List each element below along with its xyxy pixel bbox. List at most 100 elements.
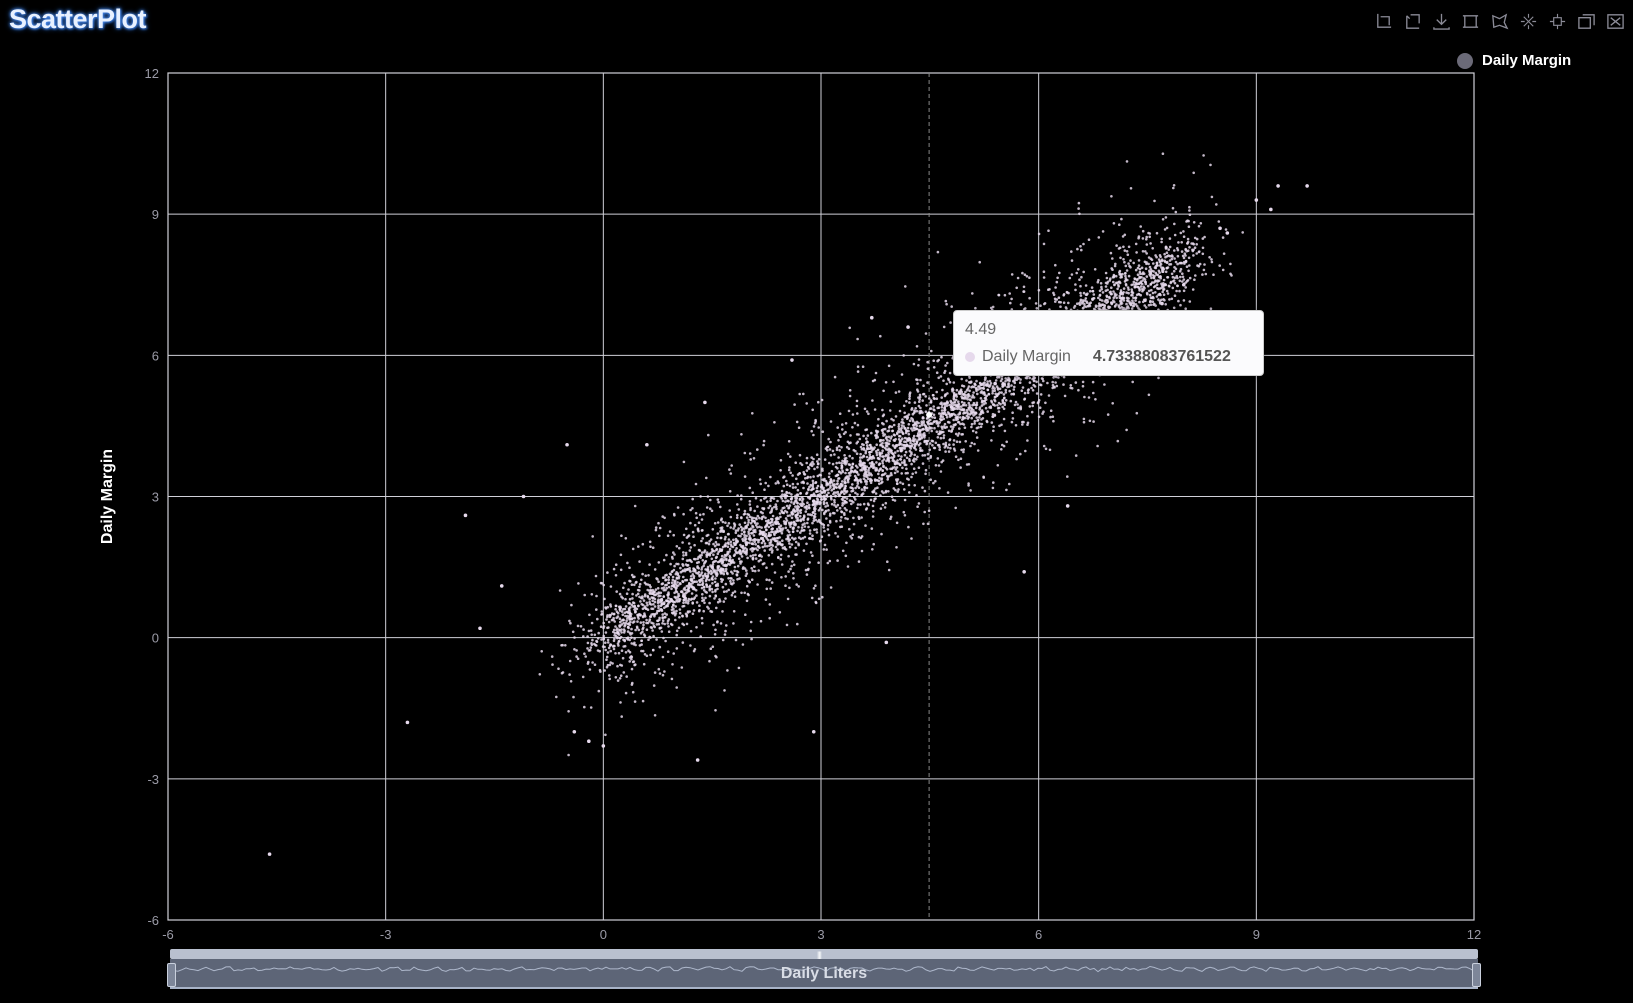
data-point [1077, 207, 1080, 210]
lasso-select-icon[interactable] [1490, 12, 1509, 31]
download-icon[interactable] [1432, 12, 1451, 31]
data-point [1077, 201, 1081, 205]
data-point [997, 406, 1001, 410]
data-point [954, 393, 957, 397]
data-point [837, 477, 841, 480]
data-point [754, 538, 757, 541]
data-point [911, 459, 915, 462]
data-point [617, 651, 621, 655]
data-point [926, 421, 930, 425]
data-point [737, 666, 741, 670]
data-point [747, 513, 751, 517]
data-point [978, 260, 981, 264]
data-point [716, 536, 719, 540]
data-point [1151, 291, 1155, 295]
data-point [915, 458, 918, 461]
data-point [834, 491, 838, 494]
data-point [1131, 304, 1135, 308]
data-point [971, 394, 975, 397]
data-point [1083, 305, 1086, 308]
data-point [993, 387, 996, 390]
rect-select-icon[interactable] [1461, 12, 1480, 31]
data-point [1154, 291, 1157, 294]
data-point [758, 546, 761, 549]
data-point [940, 460, 943, 464]
zoom-icon[interactable] [1374, 12, 1393, 31]
data-point [833, 501, 836, 504]
data-point [612, 644, 615, 648]
data-point [1033, 385, 1037, 388]
data-point [1173, 222, 1176, 226]
zoom-reset-icon[interactable] [1403, 12, 1422, 31]
data-point [768, 603, 772, 606]
data-point [555, 695, 558, 699]
data-point [656, 609, 659, 613]
legend-item[interactable]: Daily Margin [1457, 52, 1571, 69]
keep-select-icon[interactable] [1519, 12, 1538, 31]
data-point [1028, 405, 1032, 408]
data-point [896, 490, 899, 493]
data-point [882, 464, 885, 468]
data-point [866, 446, 869, 449]
data-point [1130, 307, 1134, 310]
data-point [901, 418, 904, 421]
data-point [979, 397, 983, 400]
data-point [705, 555, 709, 558]
data-point [743, 533, 746, 537]
data-point [629, 617, 632, 621]
data-point [754, 530, 757, 534]
data-point [683, 596, 687, 600]
data-point [932, 405, 935, 408]
data-point [839, 482, 843, 486]
data-point [929, 407, 932, 410]
data-point [1124, 264, 1128, 268]
data-point [681, 614, 684, 618]
data-point [864, 472, 868, 476]
data-point [791, 560, 794, 563]
data-point [801, 497, 805, 501]
data-point [615, 616, 618, 620]
data-point [788, 484, 792, 488]
data-point [727, 588, 730, 592]
data-point [640, 602, 643, 606]
data-point [614, 574, 618, 577]
data-point [735, 547, 738, 550]
data-point [1157, 258, 1161, 261]
data-point [1188, 213, 1192, 216]
data-point [1170, 257, 1174, 261]
data-point [722, 600, 726, 603]
data-point [727, 542, 730, 545]
data-point [789, 525, 792, 529]
data-point [1127, 274, 1131, 278]
data-point [1119, 292, 1122, 295]
data-point [1187, 256, 1191, 260]
data-point [724, 535, 727, 539]
data-point [653, 568, 657, 571]
data-point [682, 460, 686, 464]
clear-select-icon[interactable] [1548, 12, 1567, 31]
data-point [702, 588, 706, 592]
data-point [1082, 417, 1086, 421]
data-point [606, 605, 609, 609]
restore-icon[interactable] [1577, 12, 1596, 31]
close-icon[interactable] [1606, 12, 1625, 31]
data-point [1177, 299, 1180, 303]
data-point [775, 530, 778, 533]
data-point [844, 500, 847, 504]
data-point [843, 512, 846, 515]
data-point [684, 592, 687, 595]
data-point [1019, 378, 1022, 381]
data-point [928, 397, 931, 400]
data-point [892, 487, 896, 490]
data-point [952, 408, 955, 412]
data-point [736, 513, 739, 517]
data-point [1168, 298, 1171, 301]
data-point [859, 456, 862, 459]
data-point [904, 285, 907, 288]
data-point [1183, 252, 1187, 255]
data-point [793, 509, 796, 513]
data-point [784, 500, 787, 503]
data-point [1113, 283, 1116, 286]
data-point [736, 564, 740, 568]
